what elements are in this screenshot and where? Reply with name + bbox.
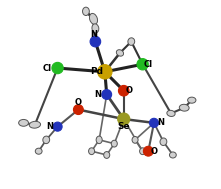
- Ellipse shape: [179, 104, 189, 111]
- Ellipse shape: [96, 136, 102, 144]
- Ellipse shape: [43, 136, 50, 144]
- Ellipse shape: [89, 148, 95, 155]
- Circle shape: [118, 113, 130, 125]
- Circle shape: [73, 105, 83, 115]
- Circle shape: [149, 118, 158, 127]
- Ellipse shape: [82, 7, 89, 15]
- Text: N: N: [90, 29, 97, 39]
- Ellipse shape: [90, 13, 97, 24]
- Text: O: O: [151, 147, 158, 156]
- Circle shape: [143, 146, 153, 156]
- Circle shape: [98, 65, 112, 79]
- Ellipse shape: [104, 152, 110, 158]
- Text: N: N: [157, 118, 164, 127]
- Text: N: N: [95, 90, 102, 99]
- Circle shape: [118, 85, 129, 96]
- Circle shape: [102, 90, 112, 99]
- Ellipse shape: [170, 152, 176, 158]
- Text: N: N: [46, 122, 53, 131]
- Ellipse shape: [128, 38, 135, 45]
- Ellipse shape: [111, 140, 117, 147]
- Ellipse shape: [116, 50, 124, 56]
- Text: Cl: Cl: [144, 60, 153, 69]
- Circle shape: [90, 36, 101, 47]
- Ellipse shape: [92, 24, 99, 33]
- Text: O: O: [75, 98, 82, 107]
- Text: Cl: Cl: [43, 64, 52, 73]
- Text: O: O: [126, 86, 133, 95]
- Ellipse shape: [29, 121, 41, 128]
- Ellipse shape: [140, 148, 146, 155]
- Ellipse shape: [132, 136, 138, 143]
- Circle shape: [53, 122, 62, 131]
- Circle shape: [137, 59, 148, 70]
- Text: Pd: Pd: [90, 67, 103, 76]
- Ellipse shape: [188, 97, 196, 103]
- Ellipse shape: [35, 148, 42, 154]
- Ellipse shape: [160, 138, 167, 146]
- Ellipse shape: [167, 110, 175, 116]
- Ellipse shape: [19, 119, 29, 126]
- Text: Se: Se: [117, 122, 130, 131]
- Circle shape: [52, 62, 63, 74]
